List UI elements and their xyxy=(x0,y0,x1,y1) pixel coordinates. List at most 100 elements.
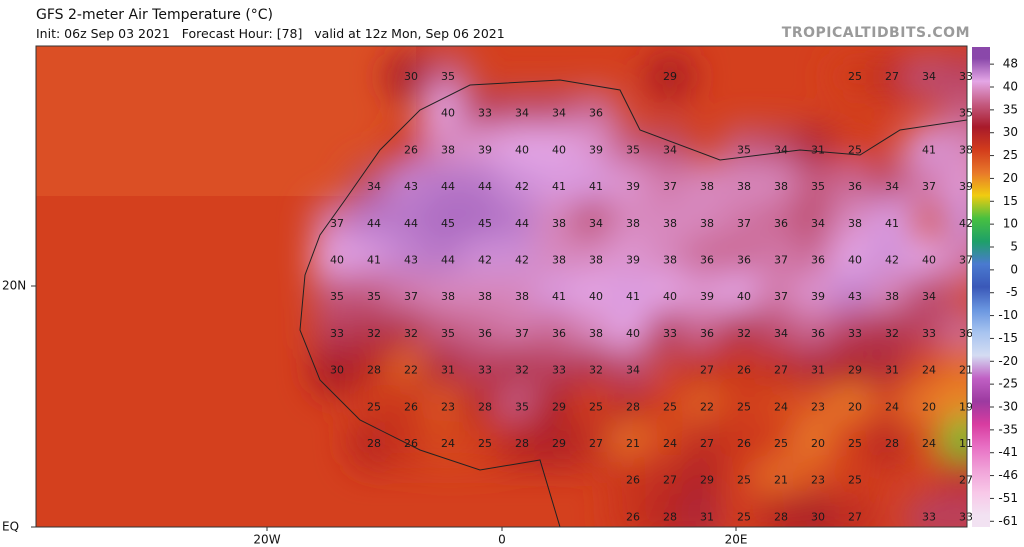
temperature-value: 36 xyxy=(959,327,973,340)
colorbar-label: 30 xyxy=(1003,125,1018,139)
temperature-cell xyxy=(866,234,918,287)
temperature-cell xyxy=(755,381,807,434)
temperature-cell xyxy=(792,124,844,177)
temperature-value: 44 xyxy=(478,180,492,193)
temperature-cell xyxy=(422,87,474,140)
temperature-cell xyxy=(422,271,474,324)
temperature-value: 44 xyxy=(441,180,455,193)
temperature-value: 40 xyxy=(515,143,529,156)
temperature-value: 36 xyxy=(478,327,492,340)
temperature-cell xyxy=(422,234,474,287)
temperature-value: 33 xyxy=(663,327,677,340)
temperature-cell xyxy=(570,307,622,360)
temperature-cell xyxy=(533,87,585,140)
colorbar-label: -15 xyxy=(998,331,1018,345)
temperature-value: 26 xyxy=(626,510,640,523)
temperature-value: 25 xyxy=(848,474,862,487)
temperature-cell xyxy=(422,307,474,360)
temperature-cell xyxy=(866,161,918,214)
temperature-cell xyxy=(496,307,548,360)
temperature-value: 24 xyxy=(441,437,455,450)
temperature-value: 33 xyxy=(330,327,344,340)
ocean-warm xyxy=(36,46,416,196)
map-values: 30 35 29 25 27 34 33 40 33 34 34 36 35 26 38 39 40 40 39 35… xyxy=(330,70,973,523)
temperature-cell xyxy=(829,344,881,397)
temperature-value: 23 xyxy=(811,400,825,413)
temperature-value: 41 xyxy=(922,143,936,156)
temperature-value: 31 xyxy=(811,364,825,377)
temperature-value: 38 xyxy=(885,290,899,303)
temperature-value: 25 xyxy=(737,400,751,413)
temperature-value: 26 xyxy=(404,400,418,413)
temperature-cell xyxy=(496,197,548,250)
temperature-cell xyxy=(829,418,881,470)
colorbar-label: 40 xyxy=(1003,80,1018,94)
temperature-cell xyxy=(348,344,400,397)
temperature-cell xyxy=(496,234,548,287)
temperature-cell xyxy=(866,197,918,250)
colorbar-label: -25 xyxy=(998,377,1018,391)
colorbar-label: 15 xyxy=(1003,194,1018,208)
temperature-value: 25 xyxy=(478,437,492,450)
temperature-value: 36 xyxy=(700,327,714,340)
temperature-value: 34 xyxy=(515,107,529,120)
temperature-value: 34 xyxy=(626,364,640,377)
temperature-cell xyxy=(755,234,807,287)
temperature-cell xyxy=(459,197,511,250)
temperature-cell xyxy=(422,344,474,397)
temperature-cell xyxy=(903,271,955,324)
temperature-cell xyxy=(718,454,770,507)
temperature-cell xyxy=(829,51,881,103)
temperature-cell xyxy=(348,234,400,287)
temperature-value: 39 xyxy=(626,180,640,193)
temperature-cell xyxy=(459,381,511,434)
temperature-value: 29 xyxy=(552,437,566,450)
colorbar-label: 5 xyxy=(1010,240,1018,254)
temperature-cell xyxy=(903,234,955,287)
temperature-cell xyxy=(755,344,807,397)
temperature-value: 41 xyxy=(885,217,899,230)
temperature-value: 25 xyxy=(774,437,788,450)
temperature-value: 30 xyxy=(330,364,344,377)
temperature-value: 35 xyxy=(811,180,825,193)
temperature-cell xyxy=(496,418,548,470)
temperature-value: 37 xyxy=(774,254,788,267)
temperature-cell xyxy=(570,418,622,470)
temperature-cell xyxy=(644,234,696,287)
temperature-value: 33 xyxy=(959,510,973,523)
temperature-value: 31 xyxy=(885,364,899,377)
temperature-value: 36 xyxy=(552,327,566,340)
temperature-value: 44 xyxy=(441,254,455,267)
temperature-value: 29 xyxy=(663,70,677,83)
temperature-cell xyxy=(607,271,659,324)
temperature-cell xyxy=(829,307,881,360)
temperature-cell xyxy=(792,307,844,360)
temperature-cell xyxy=(681,454,733,507)
temperature-cell xyxy=(792,381,844,434)
temperature-cell xyxy=(570,87,622,140)
temperature-cell xyxy=(718,307,770,360)
temperature-cell xyxy=(496,124,548,177)
temperature-value: 37 xyxy=(774,290,788,303)
temperature-value: 38 xyxy=(515,290,529,303)
temperature-value: 42 xyxy=(885,254,899,267)
temperature-cell xyxy=(718,344,770,397)
temperature-value: 36 xyxy=(811,254,825,267)
temperature-cell xyxy=(940,234,967,287)
temperature-value: 39 xyxy=(959,180,973,193)
temperature-cell xyxy=(496,87,548,140)
temperature-value: 42 xyxy=(959,217,973,230)
temperature-cell xyxy=(348,161,400,214)
temperature-cell xyxy=(348,307,400,360)
temperature-cell xyxy=(570,161,622,214)
temperature-cell xyxy=(792,344,844,397)
temperature-cell xyxy=(385,161,437,214)
temperature-cell xyxy=(607,124,659,177)
temperature-cell xyxy=(866,271,918,324)
temperature-value: 27 xyxy=(959,474,973,487)
y-axis-label: 20N xyxy=(2,279,26,293)
temperature-value: 34 xyxy=(663,143,677,156)
temperature-value: 29 xyxy=(700,474,714,487)
temperature-cell xyxy=(459,124,511,177)
subtitle: Init: 06z Sep 03 2021 Forecast Hour: [78… xyxy=(36,26,505,41)
